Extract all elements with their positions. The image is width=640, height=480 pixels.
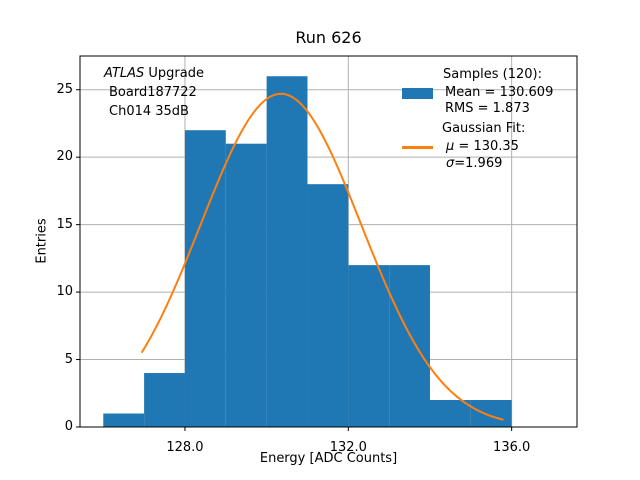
histogram-bar xyxy=(103,413,145,427)
gaussian-fit-curve xyxy=(141,92,504,421)
mu-symbol: μ xyxy=(446,139,455,154)
histogram-bar xyxy=(470,400,512,427)
histogram-bar xyxy=(184,130,226,427)
annotation-atlas-italic: ATLAS xyxy=(104,66,145,81)
y-tick-label: 20 xyxy=(56,149,73,165)
histogram-bar xyxy=(266,76,308,428)
y-tick-label: 5 xyxy=(64,351,73,367)
y-tick-label: 0 xyxy=(64,419,73,434)
sigma-value: =1.969 xyxy=(454,156,503,171)
annotation-block: ATLAS Upgrade Board187722 Ch014 35dB xyxy=(104,64,204,121)
y-tick-label: 25 xyxy=(56,81,73,97)
x-tick-label: 132.0 xyxy=(329,440,367,455)
legend-mu-label: μ = 130.35 xyxy=(446,139,519,155)
histogram-bar xyxy=(144,373,185,427)
mu-value: = 130.35 xyxy=(454,139,519,154)
legend-sigma-label: σ=1.969 xyxy=(446,156,502,172)
histogram-bar xyxy=(389,265,430,427)
annotation-line-1: ATLAS Upgrade xyxy=(104,64,204,83)
histogram-bar xyxy=(429,400,471,427)
legend-rms-label: RMS = 1.873 xyxy=(445,101,530,116)
annotation-upgrade: Upgrade xyxy=(144,66,204,81)
sigma-symbol: σ xyxy=(446,156,455,171)
annotation-line-2: Board187722 xyxy=(109,85,197,100)
x-axis-label: Energy [ADC Counts] xyxy=(259,451,398,466)
legend-samples-header: Samples (120): xyxy=(443,67,542,82)
legend-mean-label: Mean = 130.609 xyxy=(445,85,554,100)
histogram-bar xyxy=(307,184,349,427)
legend-fit-header: Gaussian Fit: xyxy=(442,121,526,136)
y-tick-label: 15 xyxy=(56,216,73,232)
fit-line-legend-swatch xyxy=(402,146,433,149)
histogram-bar xyxy=(225,143,267,427)
x-tick-label: 136.0 xyxy=(493,440,531,455)
axes-frame xyxy=(79,55,578,428)
chart-title: Run 626 xyxy=(295,28,362,47)
annotation-line-3: Ch014 35dB xyxy=(109,104,189,119)
x-tick-label: 128.0 xyxy=(166,440,204,455)
histogram-bar xyxy=(348,265,390,427)
histogram-legend-swatch xyxy=(402,88,433,99)
y-tick-label: 10 xyxy=(56,284,73,300)
